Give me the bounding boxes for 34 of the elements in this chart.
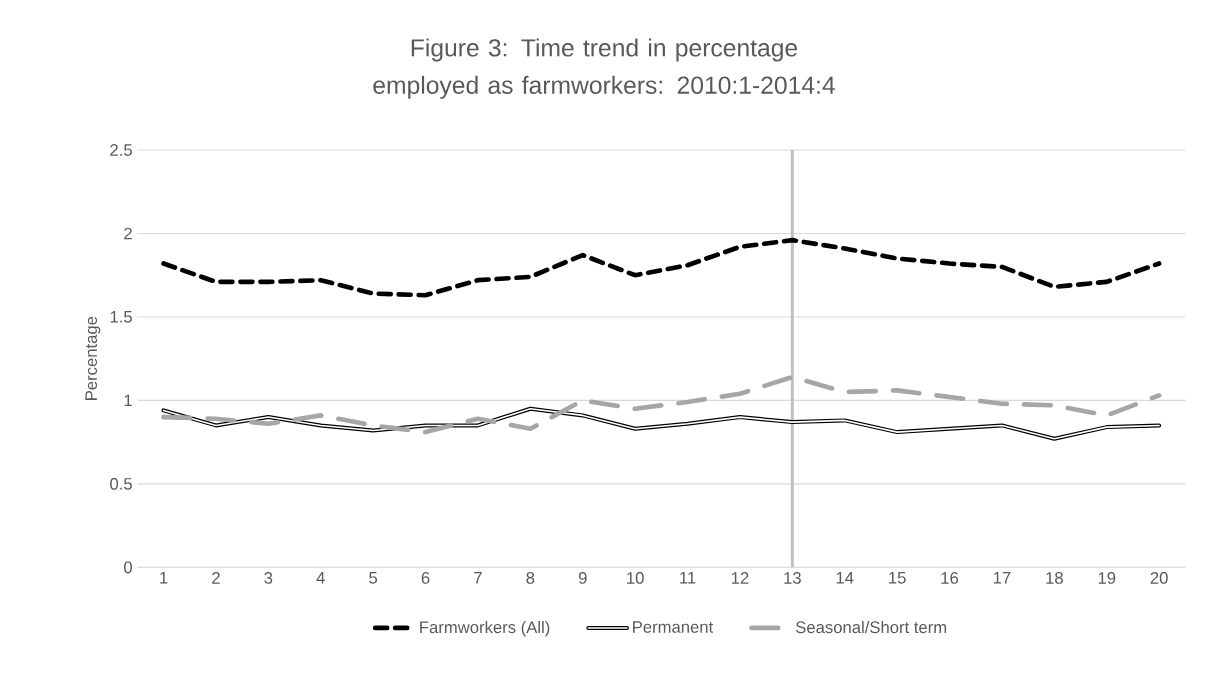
- x-tick-label: 18: [1046, 572, 1063, 584]
- y-tick-label: 0.5: [110, 477, 132, 490]
- x-tick-label: 6: [421, 572, 430, 584]
- x-tick-label: 10: [627, 572, 644, 584]
- x-tick-label: 3: [264, 572, 273, 584]
- line-series: [161, 237, 1162, 298]
- x-tick-label: 20: [1150, 572, 1168, 584]
- chart-title: Figure 3: Time trend in percentage employed as farmworkers: 2010:1-2014:4: [373, 38, 835, 99]
- x-tick-label: 12: [731, 572, 749, 584]
- x-tick-label: 9: [578, 572, 587, 584]
- x-tick-label: 7: [474, 572, 482, 584]
- x-tick-label: 16: [941, 572, 959, 584]
- x-tick-label: 17: [993, 572, 1011, 584]
- y-tick-label: 0: [124, 561, 132, 574]
- y-tick-label: 2.5: [110, 144, 132, 156]
- legend-label: Permanent: [633, 621, 714, 633]
- x-tick-label: 2: [212, 572, 220, 584]
- x-tick-label: 15: [889, 572, 906, 584]
- y-tick-label: 2: [124, 227, 132, 240]
- line-series: [161, 406, 1162, 441]
- y-tick-label: 1: [124, 394, 132, 407]
- x-tick-label: 1: [160, 572, 168, 584]
- x-tick-label: 11: [680, 572, 696, 584]
- y-axis-title: Percentage: [85, 316, 101, 400]
- legend-label: Farmworkers (All): [420, 620, 550, 637]
- x-tick-label: 5: [369, 572, 378, 584]
- y-tick-label: 1.5: [110, 311, 132, 323]
- x-tick-label: 8: [526, 572, 535, 584]
- x-tick-label: 14: [836, 572, 854, 584]
- x-tick-label: 19: [1098, 572, 1116, 584]
- x-tick-label: 13: [784, 572, 801, 584]
- legend-label: Seasonal/Short term: [796, 620, 947, 634]
- x-tick-label: 4: [316, 572, 325, 584]
- line-series: [161, 374, 1162, 435]
